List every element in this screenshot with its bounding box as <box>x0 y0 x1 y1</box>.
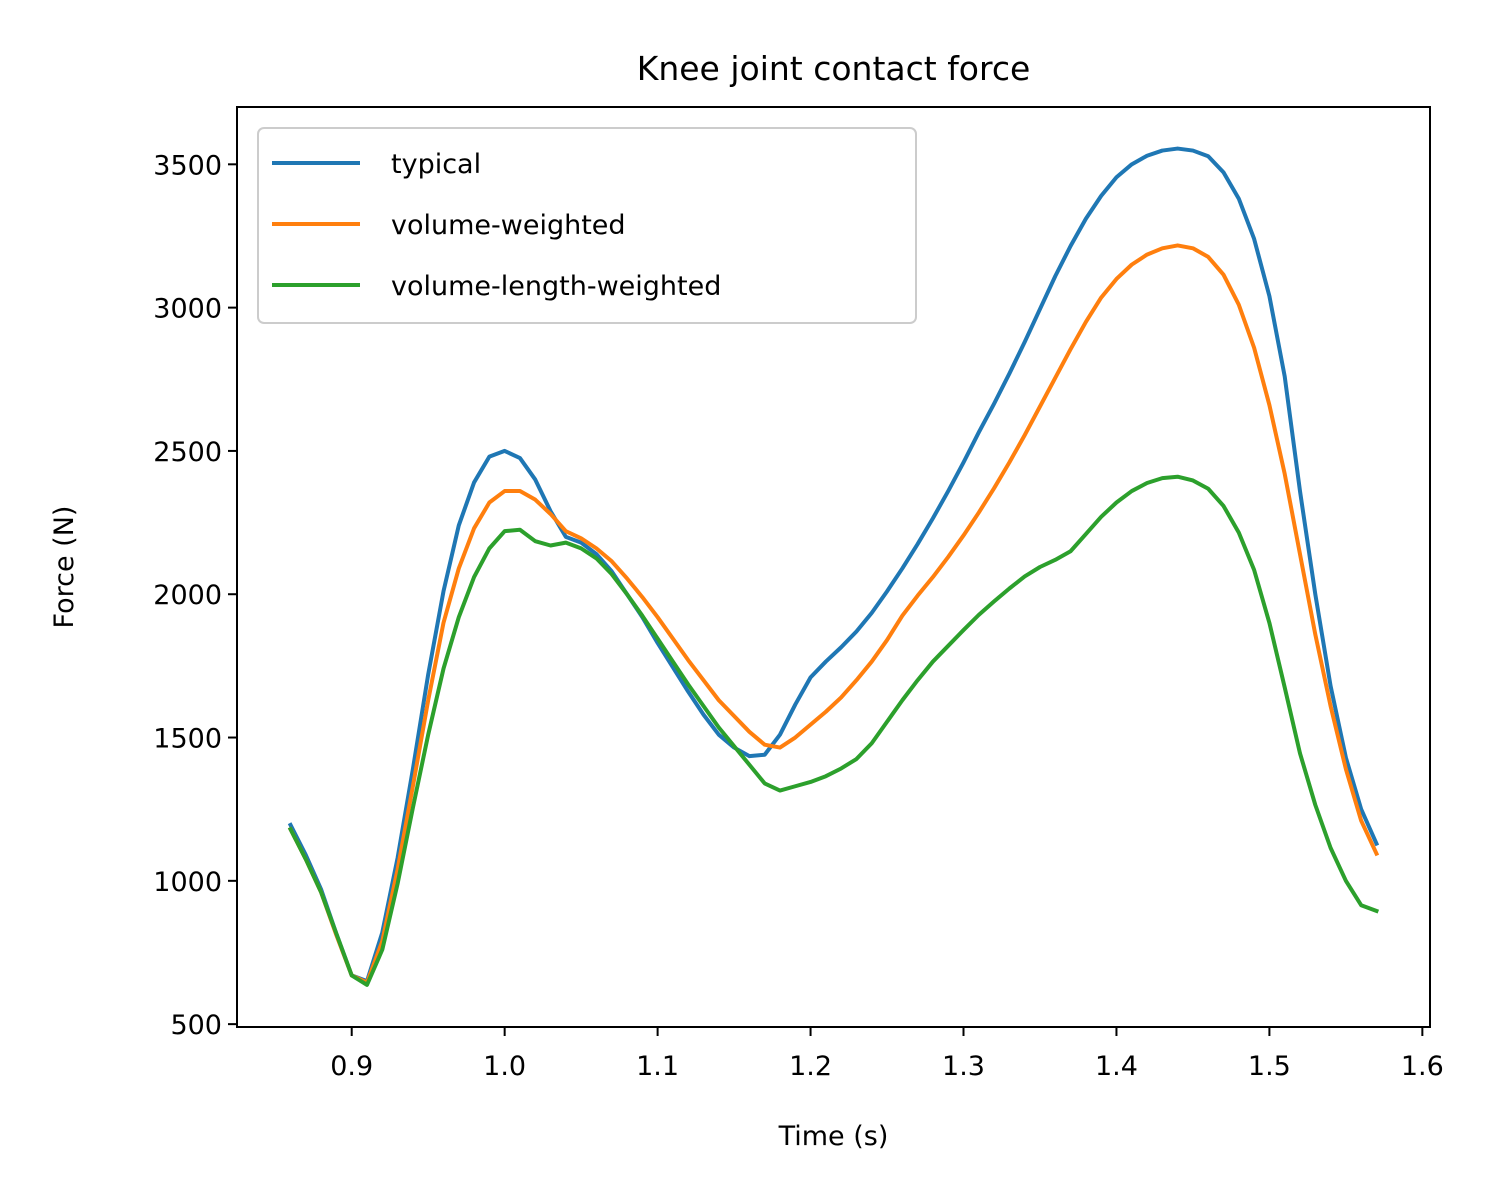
series-line-volume-length-weighted <box>287 474 1380 987</box>
y-tick-label: 3500 <box>153 150 222 181</box>
series-line-volume-weighted <box>287 243 1380 985</box>
x-tick-label: 1.4 <box>1095 1051 1138 1082</box>
series-line-typical <box>287 146 1380 984</box>
y-tick-label: 2000 <box>153 580 222 611</box>
x-tick-label: 1.2 <box>789 1051 832 1082</box>
x-axis-ticks: 0.9 1.0 1.1 1.2 1.3 1.4 1.5 1.6 <box>330 1027 1444 1082</box>
legend-label: volume-length-weighted <box>391 271 721 302</box>
y-tick-label: 1500 <box>153 724 222 755</box>
legend-label: typical <box>391 149 481 180</box>
x-tick-label: 1.0 <box>483 1051 526 1082</box>
x-axis-label: Time (s) <box>778 1121 889 1152</box>
x-tick-label: 1.1 <box>636 1051 679 1082</box>
x-tick-label: 0.9 <box>330 1051 373 1082</box>
y-axis-ticks: 500 1000 1500 2000 2500 3000 3500 <box>153 150 237 1041</box>
legend: typical volume-weighted volume-length-weig… <box>257 127 917 324</box>
y-axis-label: Force (N) <box>49 506 80 629</box>
legend-box <box>257 127 917 324</box>
y-tick-label: 2500 <box>153 437 222 468</box>
y-tick-label: 3000 <box>153 294 222 325</box>
plot-frame <box>236 106 1431 1028</box>
series-layer <box>287 146 1380 987</box>
y-tick-label: 500 <box>170 1010 222 1041</box>
x-tick-label: 1.5 <box>1248 1051 1291 1082</box>
x-tick-label: 1.6 <box>1401 1051 1444 1082</box>
legend-label: volume-weighted <box>391 210 626 241</box>
chart-title: Knee joint contact force <box>637 49 1031 88</box>
y-tick-label: 1000 <box>153 867 222 898</box>
x-tick-label: 1.3 <box>942 1051 985 1082</box>
